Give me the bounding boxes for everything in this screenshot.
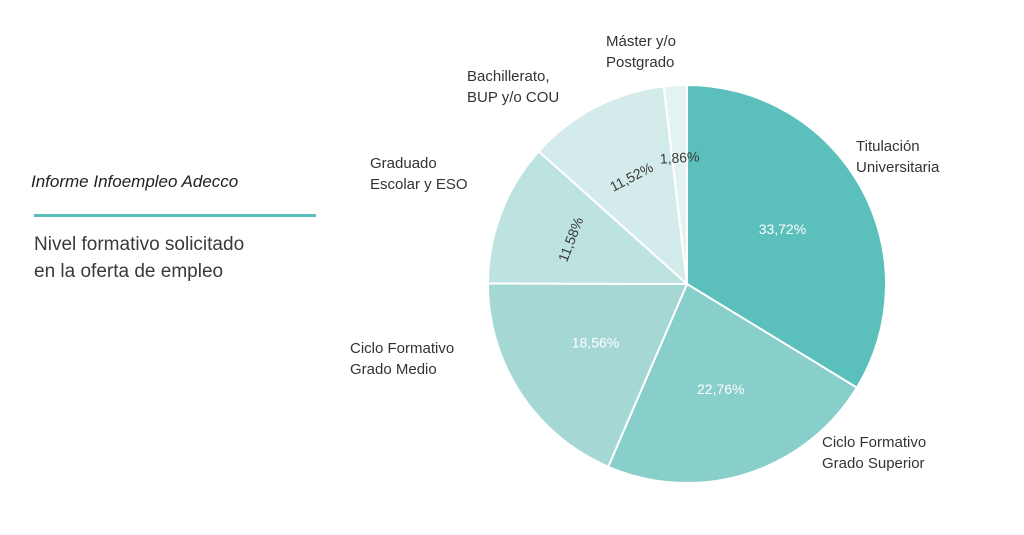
- slice-category-line: Grado Superior: [822, 455, 925, 472]
- pie-slice: [662, 83, 688, 285]
- slice-category-line: Ciclo Formativo: [350, 340, 454, 357]
- pie-slice: [686, 83, 887, 390]
- subtitle-line-2: en la oferta de empleo: [34, 261, 224, 282]
- slice-category-line: Postgrado: [606, 54, 674, 71]
- slice-category-line: Universitaria: [856, 159, 940, 176]
- slice-category-label: Graduado Escolar y ESO: [370, 155, 468, 193]
- subtitle-line-1: Nivel formativo solicitado: [34, 234, 245, 255]
- slice-category-line: Graduado: [370, 155, 437, 172]
- slice-value-label: 18,56%: [572, 335, 619, 351]
- source-label: Informe Infoempleo Adecco: [31, 172, 239, 191]
- slice-category-label: Ciclo Formativo Grado Medio: [350, 340, 454, 378]
- pie-slice: [537, 85, 689, 287]
- slice-value-label: 1,86%: [659, 148, 700, 166]
- slice-category-label: Máster y/o Postgrado: [606, 33, 676, 71]
- slice-category-line: BUP y/o COU: [467, 89, 559, 106]
- pie-slice: [606, 282, 859, 484]
- pie-slice: [486, 149, 690, 286]
- slice-category-line: Grado Medio: [350, 361, 437, 378]
- slice-category-line: Escolar y ESO: [370, 176, 468, 193]
- slice-category-label: Titulación Universitaria: [856, 138, 940, 176]
- slice-value-label: 33,72%: [759, 221, 806, 237]
- slice-category-line: Ciclo Formativo: [822, 434, 926, 451]
- title-divider: [34, 214, 316, 217]
- pie-slice: [487, 282, 689, 469]
- slice-category-line: Titulación: [856, 138, 920, 155]
- slice-category-line: Máster y/o: [606, 33, 676, 50]
- slice-category-line: Bachillerato,: [467, 68, 550, 85]
- slice-value-label: 22,76%: [697, 381, 744, 397]
- slice-category-label: Ciclo Formativo Grado Superior: [822, 434, 926, 472]
- chart-subtitle: Nivel formativo solicitado en la oferta …: [34, 231, 334, 285]
- slice-category-label: Bachillerato, BUP y/o COU: [467, 68, 559, 106]
